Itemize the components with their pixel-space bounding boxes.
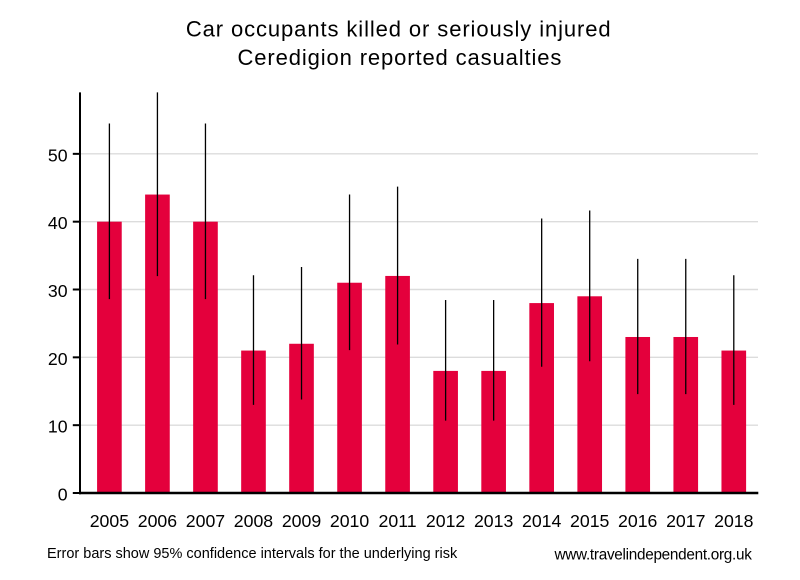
svg-text:2016: 2016: [618, 511, 658, 531]
svg-text:2014: 2014: [522, 511, 562, 531]
svg-text:50: 50: [48, 145, 68, 165]
svg-text:2010: 2010: [330, 511, 370, 531]
svg-text:2009: 2009: [282, 511, 321, 531]
svg-text:Error bars show 95% confidence: Error bars show 95% confidence intervals…: [47, 546, 458, 562]
svg-text:2013: 2013: [474, 511, 514, 531]
svg-text:2017: 2017: [666, 511, 705, 531]
svg-text:2012: 2012: [426, 511, 465, 531]
svg-text:2005: 2005: [90, 511, 130, 531]
svg-text:www.travelindependent.org.uk: www.travelindependent.org.uk: [554, 547, 753, 564]
svg-text:2006: 2006: [138, 511, 178, 531]
svg-text:2008: 2008: [234, 511, 274, 531]
svg-text:2018: 2018: [714, 511, 754, 531]
svg-text:2007: 2007: [186, 511, 225, 531]
svg-text:2011: 2011: [379, 511, 417, 531]
svg-text:Car occupants killed or seriou: Car occupants killed or seriously injure…: [186, 17, 612, 42]
svg-text:Ceredigion reported casualties: Ceredigion reported casualties: [238, 45, 563, 70]
svg-text:40: 40: [48, 213, 68, 233]
svg-text:10: 10: [48, 417, 68, 437]
svg-text:2015: 2015: [570, 511, 610, 531]
svg-text:20: 20: [48, 349, 68, 369]
svg-text:0: 0: [58, 485, 68, 505]
svg-text:30: 30: [48, 281, 68, 301]
